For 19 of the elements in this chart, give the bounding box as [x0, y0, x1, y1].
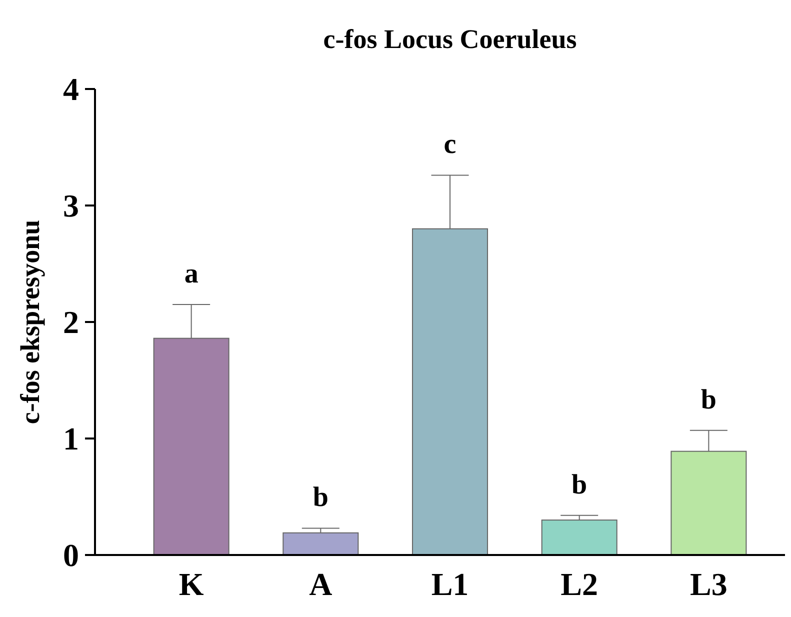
y-tick-label: 4 [63, 71, 79, 107]
x-tick-label: L1 [431, 566, 469, 602]
bar [282, 532, 359, 556]
bar [541, 520, 618, 556]
y-axis-title: c-fos ekspresyonu [15, 220, 45, 424]
x-tick-label: A [309, 566, 332, 602]
y-tick-label: 2 [63, 304, 79, 340]
annotation: b [700, 384, 716, 416]
annotation: b [572, 469, 588, 500]
y-tick-label: 1 [63, 420, 79, 456]
x-tick-label: L2 [560, 566, 598, 602]
x-tick-label: K [178, 566, 204, 602]
y-tick-label: 3 [63, 188, 79, 224]
annotation: c [444, 129, 456, 160]
x-tick-label: L3 [690, 566, 728, 602]
annotation: a [184, 258, 198, 290]
chart-title: c-fos Locus Coeruleus [323, 24, 577, 54]
y-tick-label: 0 [63, 537, 79, 573]
annotation: b [312, 482, 328, 514]
